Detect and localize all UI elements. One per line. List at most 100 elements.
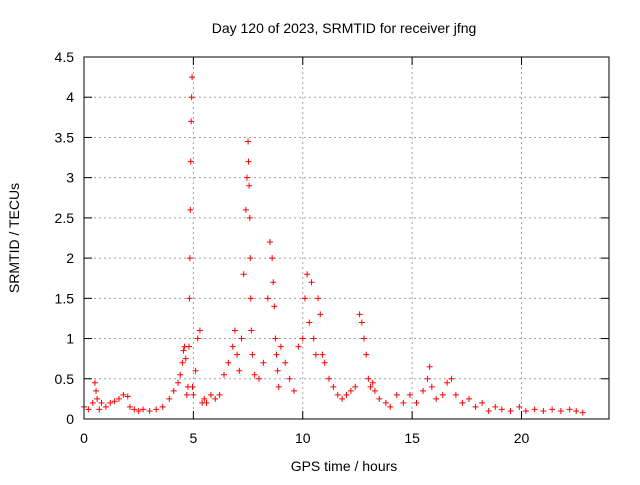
data-point bbox=[196, 327, 203, 334]
data-point bbox=[107, 399, 114, 406]
data-point bbox=[400, 399, 407, 406]
data-point bbox=[387, 403, 394, 410]
data-point bbox=[247, 295, 254, 302]
data-point bbox=[452, 391, 459, 398]
data-point bbox=[98, 399, 105, 406]
data-point bbox=[153, 406, 160, 413]
data-point bbox=[286, 375, 293, 382]
data-point bbox=[188, 94, 195, 101]
series-srmtid bbox=[81, 74, 586, 416]
x-tick-label: 5 bbox=[189, 430, 197, 446]
data-point bbox=[203, 399, 210, 406]
data-point bbox=[361, 335, 367, 342]
data-point bbox=[194, 335, 201, 342]
data-point bbox=[216, 391, 223, 398]
data-point bbox=[459, 399, 466, 406]
data-point bbox=[531, 406, 538, 413]
data-point bbox=[264, 295, 271, 302]
data-point bbox=[310, 335, 317, 342]
data-point bbox=[371, 387, 378, 394]
data-point bbox=[439, 391, 446, 398]
data-point bbox=[240, 271, 247, 278]
data-point bbox=[428, 383, 435, 390]
data-point bbox=[271, 303, 278, 310]
data-point bbox=[248, 327, 255, 334]
data-point bbox=[319, 351, 326, 358]
data-point bbox=[182, 355, 189, 362]
data-point bbox=[180, 347, 187, 354]
data-point bbox=[566, 406, 573, 413]
data-point bbox=[393, 391, 400, 398]
y-tick-label: 4.5 bbox=[55, 49, 75, 65]
data-point bbox=[272, 335, 279, 342]
plot-frame bbox=[83, 56, 610, 420]
data-point bbox=[179, 359, 186, 366]
data-point bbox=[221, 371, 227, 378]
data-point bbox=[433, 395, 440, 402]
data-point bbox=[507, 407, 514, 414]
data-point bbox=[189, 383, 196, 390]
data-point bbox=[277, 343, 284, 350]
x-tick-label: 10 bbox=[295, 430, 311, 446]
data-point bbox=[91, 379, 98, 386]
data-point bbox=[363, 351, 370, 358]
data-point bbox=[321, 359, 328, 366]
data-point bbox=[579, 409, 586, 416]
data-point bbox=[376, 395, 383, 402]
data-point bbox=[516, 403, 523, 410]
data-point bbox=[317, 311, 324, 318]
data-point bbox=[472, 403, 479, 410]
x-tick-label: 0 bbox=[80, 430, 88, 446]
data-point bbox=[159, 403, 166, 410]
y-tick-label: 4 bbox=[66, 89, 74, 105]
data-point bbox=[251, 371, 258, 378]
data-point bbox=[367, 383, 374, 390]
y-tick-label: 3.5 bbox=[55, 129, 75, 145]
data-point bbox=[339, 395, 346, 402]
data-point bbox=[111, 398, 118, 405]
data-point bbox=[186, 295, 193, 302]
data-point bbox=[135, 407, 142, 414]
data-point bbox=[492, 403, 499, 410]
data-point bbox=[295, 343, 302, 350]
data-point bbox=[304, 271, 311, 278]
data-point bbox=[306, 319, 313, 326]
data-point bbox=[187, 206, 194, 213]
data-point bbox=[246, 182, 253, 189]
data-point bbox=[270, 279, 277, 286]
data-point bbox=[291, 387, 297, 394]
data-point bbox=[229, 343, 236, 350]
data-point bbox=[187, 158, 194, 165]
data-point bbox=[246, 214, 253, 221]
data-point bbox=[273, 351, 280, 358]
data-point bbox=[466, 395, 472, 402]
data-point bbox=[312, 351, 319, 358]
y-tick-label: 2.5 bbox=[55, 210, 75, 226]
x-tick-label: 15 bbox=[404, 430, 420, 446]
data-point bbox=[420, 387, 427, 394]
series-layer bbox=[81, 74, 586, 416]
data-point bbox=[190, 391, 197, 398]
data-point bbox=[424, 375, 431, 382]
data-point bbox=[124, 393, 131, 400]
data-point bbox=[236, 367, 243, 374]
data-point bbox=[245, 158, 252, 165]
data-point bbox=[326, 375, 332, 382]
y-tick-label: 2 bbox=[66, 250, 74, 266]
grid-layer bbox=[84, 57, 609, 419]
data-point bbox=[573, 407, 580, 414]
data-point bbox=[406, 391, 413, 398]
y-tick-label: 0 bbox=[66, 411, 74, 427]
data-point bbox=[274, 367, 281, 374]
data-point bbox=[93, 387, 100, 394]
data-point bbox=[201, 395, 208, 402]
data-point bbox=[96, 406, 103, 413]
data-point bbox=[85, 406, 92, 413]
y-axis-label: SRMTID / TECUs bbox=[6, 183, 22, 293]
data-point bbox=[549, 406, 556, 413]
chart-title: Day 120 of 2023, SRMTID for receiver jfn… bbox=[212, 20, 477, 36]
data-point bbox=[352, 383, 359, 390]
data-point bbox=[94, 395, 101, 402]
